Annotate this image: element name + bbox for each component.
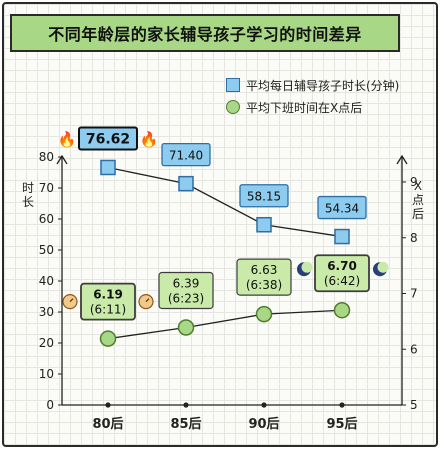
legend: 平均每日辅导孩子时长(分钟) 平均下班时间在X点后: [226, 74, 399, 118]
right-tick-label: 7: [410, 287, 418, 301]
offwork-point: [177, 319, 195, 336]
right-tick-label: 9: [410, 175, 418, 189]
fire-icon: 🔥: [140, 130, 159, 148]
duration-point: [100, 159, 116, 176]
title-bar: 不同年龄层的家长辅导孩子学习的时间差异: [10, 14, 400, 52]
legend-label-duration: 平均每日辅导孩子时长(分钟): [246, 78, 400, 93]
x-tick-dot: [339, 402, 345, 408]
offwork-data-label: 6.39: [173, 277, 200, 291]
left-tick-label: 40: [39, 274, 54, 288]
duration-data-label: 76.62: [86, 131, 130, 147]
offwork-time-label: (6:42): [324, 274, 360, 288]
x-tick-label: 85后: [170, 416, 201, 432]
offwork-time-label: (6:38): [246, 278, 282, 292]
clock-hand: [145, 298, 150, 303]
legend-label-offwork: 平均下班时间在X点后: [246, 100, 363, 115]
clock-hand: [69, 298, 74, 303]
offwork-time-label: (6:23): [168, 292, 204, 306]
right-axis-arrow: [396, 154, 408, 165]
moon-cutout: [301, 261, 313, 273]
offwork-point: [255, 305, 273, 323]
chart-card: 不同年龄层的家长辅导孩子学习的时间差异 0 10 20 30 40 50 60 70 80 5 6 7…: [2, 2, 438, 447]
offwork-label-box: [314, 254, 370, 293]
left-tick-label: 0: [46, 398, 54, 412]
duration-data-label: 54.34: [325, 202, 359, 216]
offwork-label-box: [236, 258, 292, 296]
x-tick-dot: [261, 402, 267, 408]
duration-data-label: 71.40: [169, 149, 203, 163]
offwork-point: [99, 330, 117, 347]
moon-cutout: [377, 261, 389, 273]
offwork-label-box: [80, 282, 136, 321]
left-tick-label: 80: [39, 150, 54, 164]
offwork-data-label: 6.70: [327, 259, 357, 273]
left-tick-label: 20: [39, 336, 54, 350]
duration-point: [334, 228, 350, 245]
right-axis-label-char: X: [414, 179, 422, 193]
left-tick-label: 10: [39, 367, 54, 381]
left-tick-label: 70: [39, 181, 54, 195]
legend-square-marker: [226, 78, 240, 92]
x-tick-dot: [183, 402, 189, 408]
left-tick-label: 50: [39, 243, 54, 257]
duration-label-box: [317, 195, 367, 220]
offwork-time-label: (6:11): [90, 303, 126, 317]
offwork-data-label: 6.63: [251, 263, 278, 277]
offwork-point: [333, 301, 351, 319]
offwork-data-label: 6.19: [93, 288, 123, 302]
x-tick-label: 80后: [92, 416, 123, 432]
left-axis-label-char: 长: [22, 195, 34, 209]
right-tick-label: 6: [410, 342, 418, 356]
left-tick-label: 30: [39, 305, 54, 319]
legend-circle-marker: [226, 100, 240, 114]
x-tick-label: 90后: [248, 416, 279, 432]
x-tick-dot: [105, 402, 111, 408]
duration-point: [178, 175, 194, 192]
left-tick-label: 60: [39, 212, 54, 226]
right-tick-label: 8: [410, 231, 418, 245]
left-axis-arrow: [56, 154, 68, 165]
duration-point: [256, 216, 272, 233]
offwork-series-line: [107, 309, 343, 340]
left-axis-label-char: 时: [22, 181, 34, 195]
right-axis-label-char: 后: [412, 207, 424, 221]
legend-item-offwork: 平均下班时间在X点后: [226, 96, 399, 118]
duration-label-box: [161, 143, 211, 167]
right-tick-label: 5: [410, 398, 418, 412]
duration-label-box: [78, 126, 138, 151]
right-axis-label-char: 点: [412, 193, 424, 207]
chart-svg: 0 10 20 30 40 50 60 70 80 5 6 7 8 9 时长 X点后 80后 85后 90后 95后 7…: [22, 126, 424, 432]
offwork-label-box: [158, 271, 214, 310]
legend-item-duration: 平均每日辅导孩子时长(分钟): [226, 74, 399, 96]
duration-series-line: [107, 166, 343, 238]
duration-label-box: [239, 184, 289, 208]
fire-icon: 🔥: [58, 130, 77, 148]
chart-title: 不同年龄层的家长辅导孩子学习的时间差异: [48, 25, 362, 44]
x-tick-label: 95后: [326, 416, 357, 432]
duration-data-label: 58.15: [247, 190, 281, 204]
